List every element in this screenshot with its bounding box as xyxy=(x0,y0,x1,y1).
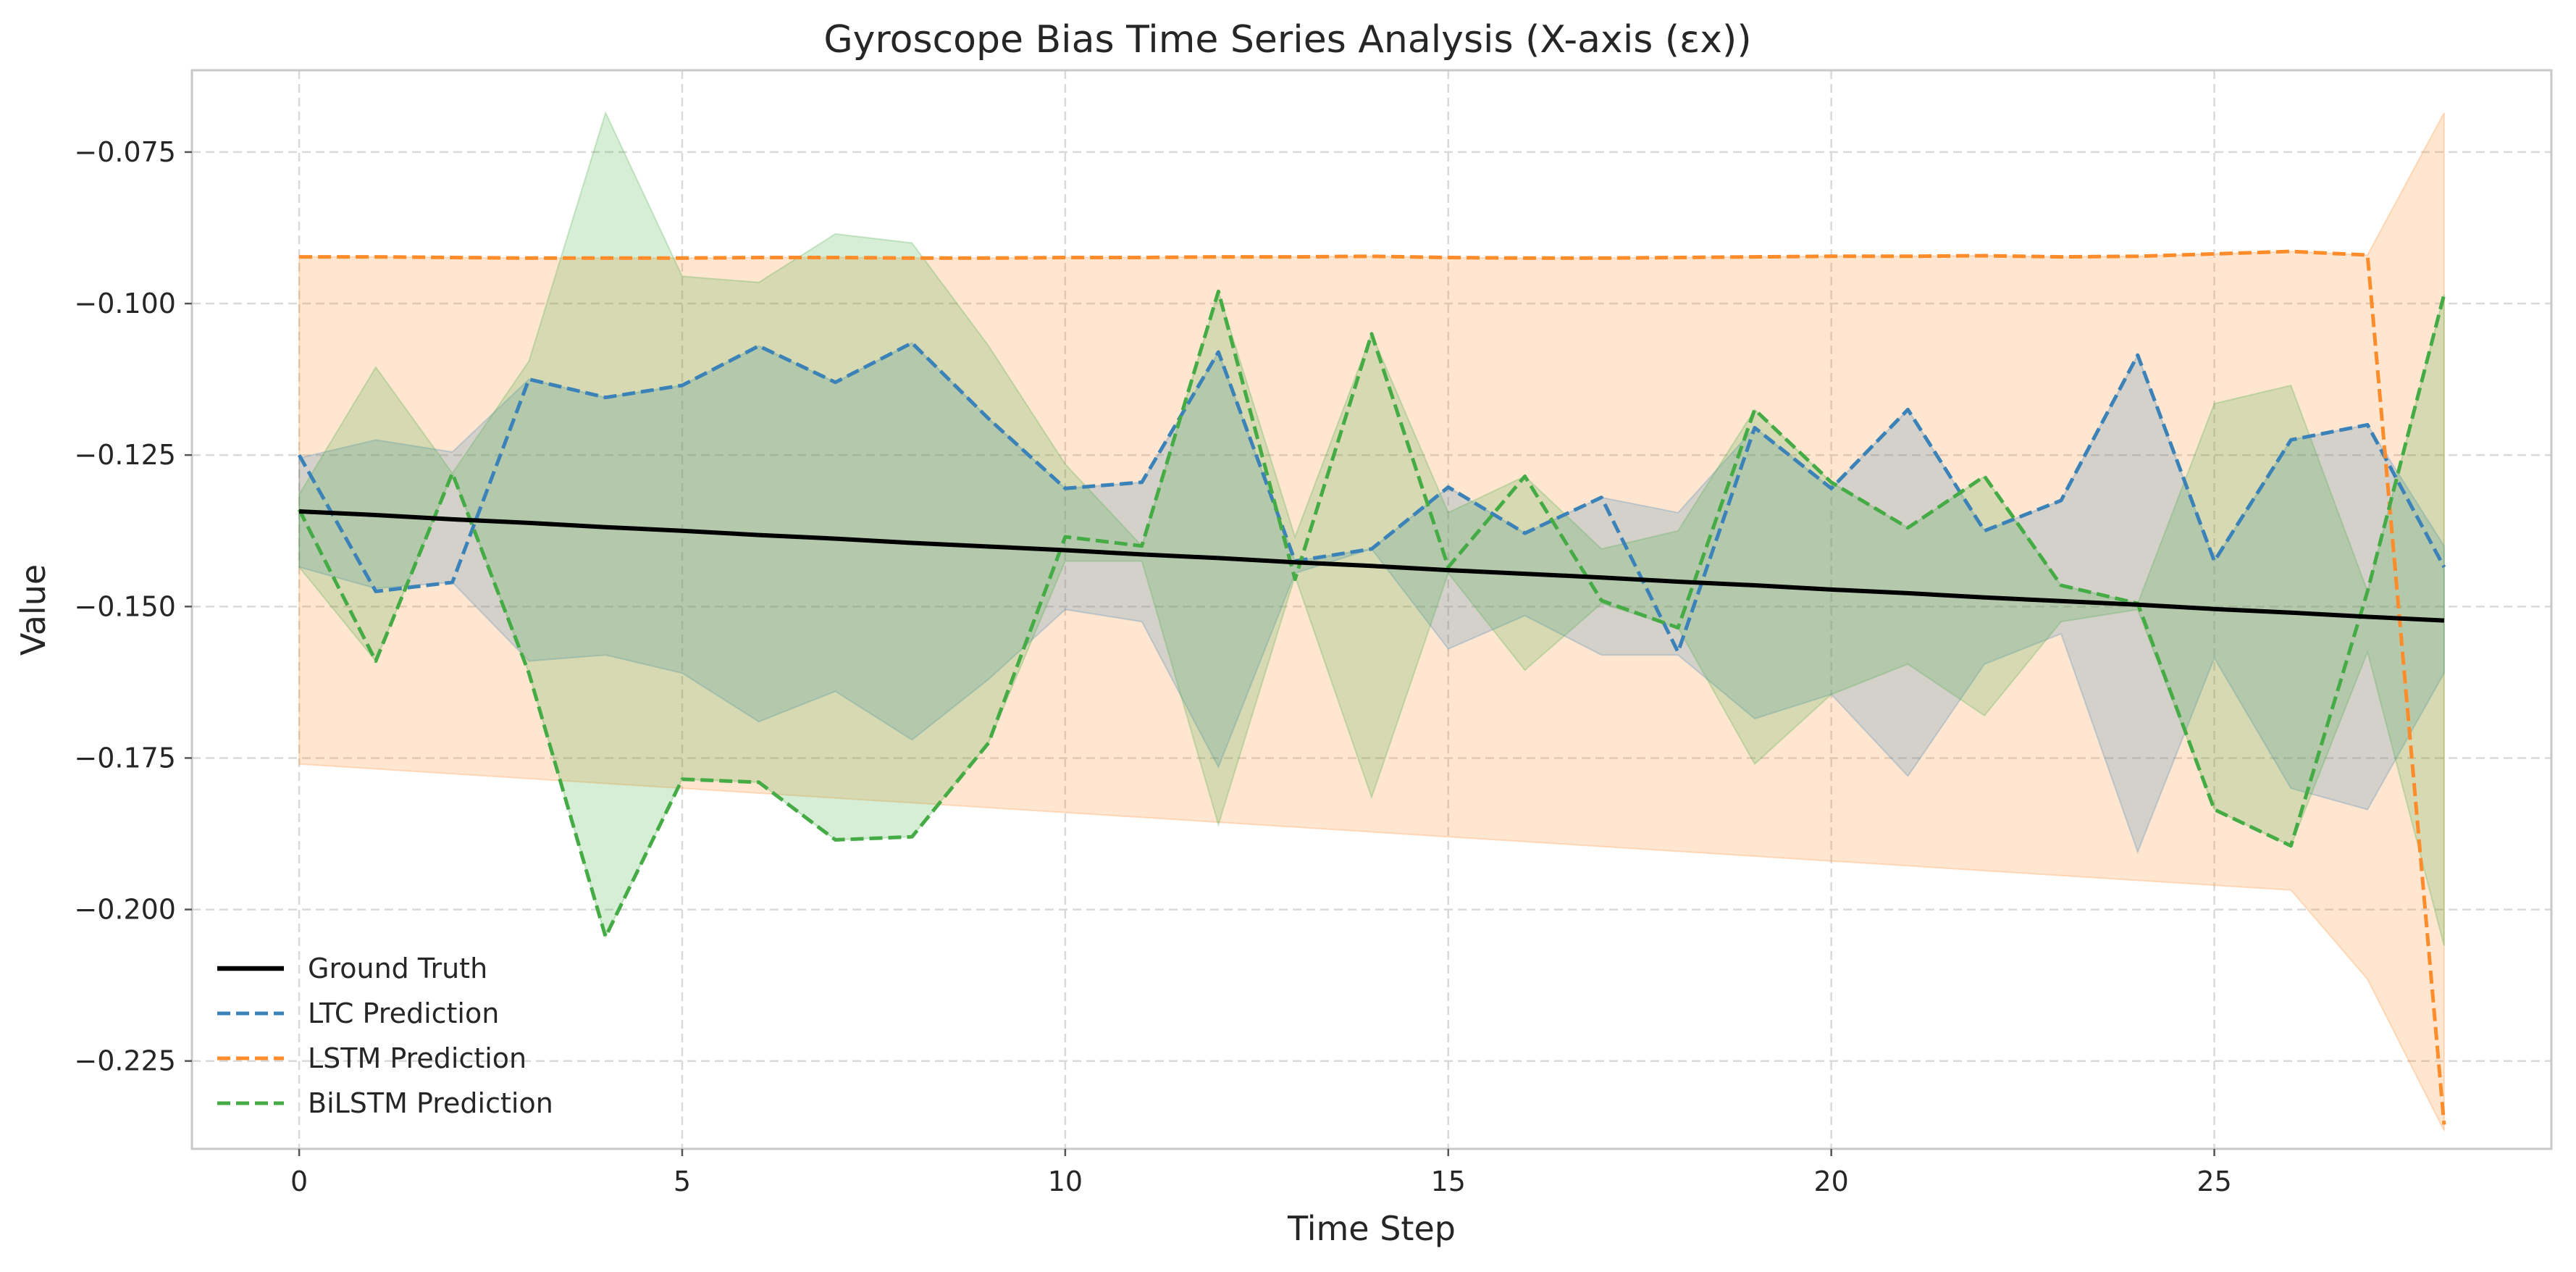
x-tick-label: 25 xyxy=(2197,1166,2231,1197)
y-axis-label: Value xyxy=(14,564,53,656)
legend: Ground Truth LTC Prediction LSTM Predictio… xyxy=(217,953,553,1119)
legend-label: Ground Truth xyxy=(308,953,487,984)
x-axis-ticks: 0 5 10 15 20 25 xyxy=(290,1149,2232,1197)
y-tick-label: −0.075 xyxy=(74,136,176,168)
series-line-ltc-prediction xyxy=(297,340,2446,654)
x-tick-label: 10 xyxy=(1048,1166,1083,1197)
x-tick-label: 0 xyxy=(290,1166,308,1197)
legend-label: LSTM Prediction xyxy=(308,1042,526,1074)
x-axis-label: Time Step xyxy=(1287,1209,1456,1248)
y-tick-label: −0.175 xyxy=(74,742,176,774)
y-tick-label: −0.100 xyxy=(74,288,176,319)
legend-label: BiLSTM Prediction xyxy=(308,1087,553,1119)
x-tick-label: 5 xyxy=(674,1166,691,1197)
series-line-ground-truth xyxy=(298,509,2445,623)
legend-label: LTC Prediction xyxy=(308,997,499,1029)
y-axis-ticks: −0.225 −0.200 −0.175 −0.150 −0.125 −0.100 −0.0… xyxy=(74,136,192,1077)
plot-frame xyxy=(190,69,2553,1150)
y-tick-label: −0.150 xyxy=(74,590,176,622)
chart-title: Gyroscope Bias Time Series Analysis (X-a… xyxy=(823,18,1751,62)
series-lines xyxy=(297,249,2446,1125)
y-tick-label: −0.200 xyxy=(74,894,176,926)
series-line-bilstm-prediction xyxy=(297,289,2446,939)
grid-lines xyxy=(192,70,2551,1149)
y-tick-label: −0.225 xyxy=(74,1045,176,1077)
x-tick-label: 15 xyxy=(1431,1166,1466,1197)
x-tick-label: 20 xyxy=(1813,1166,1848,1197)
y-tick-label: −0.125 xyxy=(74,439,176,471)
